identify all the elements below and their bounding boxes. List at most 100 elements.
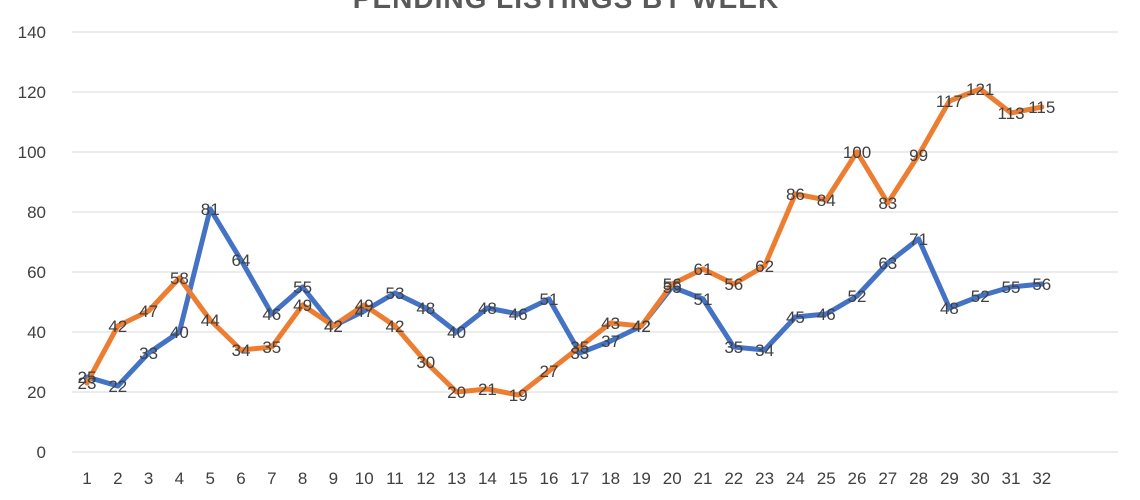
data-point xyxy=(1039,281,1045,287)
data-label: 45 xyxy=(786,308,805,327)
data-label: 61 xyxy=(694,260,713,279)
series-line-2 xyxy=(84,86,1045,398)
data-label: 62 xyxy=(755,257,774,276)
data-label: 99 xyxy=(909,146,928,165)
data-label: 113 xyxy=(997,104,1024,123)
data-point xyxy=(269,311,275,317)
x-tick-label: 11 xyxy=(386,469,404,488)
data-label: 64 xyxy=(232,251,251,270)
data-label: 44 xyxy=(201,311,220,330)
data-label: 83 xyxy=(878,194,897,213)
x-tick-label: 10 xyxy=(355,469,374,488)
x-tick-label: 25 xyxy=(817,469,836,488)
data-label: 30 xyxy=(416,353,435,372)
data-point xyxy=(1008,110,1014,116)
data-point xyxy=(454,389,460,395)
data-label: 37 xyxy=(601,332,620,351)
x-tick-label: 24 xyxy=(786,469,805,488)
data-label: 49 xyxy=(293,296,312,315)
x-tick-label: 1 xyxy=(82,469,91,488)
data-label: 48 xyxy=(940,299,959,318)
data-point xyxy=(854,293,860,299)
x-tick-label: 22 xyxy=(724,469,743,488)
data-point xyxy=(146,350,152,356)
data-label: 49 xyxy=(355,296,374,315)
data-point xyxy=(823,197,829,203)
data-label: 55 xyxy=(663,278,682,297)
data-point xyxy=(977,86,983,92)
x-tick-label: 28 xyxy=(909,469,928,488)
data-point xyxy=(823,311,829,317)
data-point xyxy=(361,308,367,314)
x-tick-label: 14 xyxy=(478,469,497,488)
data-point xyxy=(423,359,429,365)
data-label: 33 xyxy=(139,344,158,363)
data-point xyxy=(330,323,336,329)
data-point xyxy=(176,275,182,281)
data-label: 86 xyxy=(786,185,805,204)
data-label: 33 xyxy=(570,344,589,363)
x-tick-label: 21 xyxy=(694,469,713,488)
data-label: 51 xyxy=(694,290,713,309)
x-tick-label: 15 xyxy=(509,469,528,488)
data-label: 58 xyxy=(170,269,189,288)
data-point xyxy=(669,281,675,287)
data-label: 20 xyxy=(447,383,466,402)
x-tick-label: 32 xyxy=(1032,469,1051,488)
data-point xyxy=(269,344,275,350)
x-tick-label: 23 xyxy=(755,469,774,488)
x-tick-label: 4 xyxy=(175,469,184,488)
x-tick-label: 5 xyxy=(205,469,214,488)
data-label: 27 xyxy=(540,362,559,381)
data-label: 100 xyxy=(843,143,871,162)
data-label: 35 xyxy=(724,338,743,357)
data-point xyxy=(916,152,922,158)
y-tick-label: 40 xyxy=(27,323,46,342)
data-label: 34 xyxy=(755,341,774,360)
x-tick-label: 30 xyxy=(971,469,990,488)
data-label: 52 xyxy=(971,287,990,306)
data-point xyxy=(885,260,891,266)
x-tick-label: 6 xyxy=(236,469,245,488)
x-axis-ticks: 1 2 3 4 5 6 7 8 9 10 11 12 13 14 15 16 17 18 19 20 21 22 23 24 2… xyxy=(82,469,1051,488)
data-label: 35 xyxy=(262,338,281,357)
data-label: 22 xyxy=(108,377,127,396)
data-point xyxy=(115,323,121,329)
data-label: 25 xyxy=(78,368,97,387)
data-point xyxy=(608,338,614,344)
data-point xyxy=(454,329,460,335)
y-tick-label: 100 xyxy=(18,143,46,162)
data-point xyxy=(546,368,552,374)
y-axis-ticks: 0 20 40 60 80 100 120 140 xyxy=(18,23,46,462)
data-point xyxy=(238,347,244,353)
data-label: 47 xyxy=(139,302,158,321)
data-label: 63 xyxy=(878,254,897,273)
data-point xyxy=(608,320,614,326)
data-label: 84 xyxy=(817,191,836,210)
data-label: 21 xyxy=(478,380,497,399)
data-point xyxy=(762,347,768,353)
data-label: 81 xyxy=(201,200,220,219)
data-point xyxy=(207,317,213,323)
data-point xyxy=(546,296,552,302)
data-point xyxy=(176,329,182,335)
data-label: 48 xyxy=(478,299,497,318)
x-tick-label: 29 xyxy=(940,469,959,488)
data-point xyxy=(977,293,983,299)
x-tick-label: 9 xyxy=(329,469,338,488)
data-point xyxy=(207,206,213,212)
data-label: 19 xyxy=(509,386,528,405)
data-point xyxy=(946,98,952,104)
data-point xyxy=(577,350,583,356)
data-label: 117 xyxy=(936,92,963,111)
data-label: 56 xyxy=(724,275,743,294)
data-label: 40 xyxy=(447,323,466,342)
data-label: 42 xyxy=(108,317,127,336)
data-point xyxy=(146,308,152,314)
data-point xyxy=(885,200,891,206)
data-point xyxy=(392,290,398,296)
series-line-1 xyxy=(84,206,1045,389)
data-point xyxy=(731,344,737,350)
data-point xyxy=(946,305,952,311)
